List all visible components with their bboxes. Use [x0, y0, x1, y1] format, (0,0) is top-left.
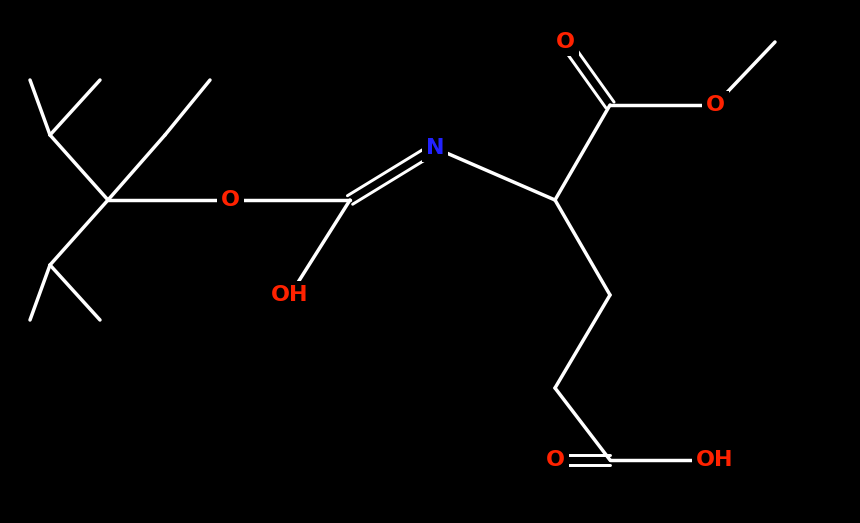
Text: O: O — [545, 450, 564, 470]
Text: OH: OH — [697, 450, 734, 470]
Text: O: O — [705, 95, 724, 115]
Text: O: O — [556, 32, 574, 52]
Text: OH: OH — [271, 285, 309, 305]
Text: N: N — [426, 138, 445, 158]
Text: O: O — [220, 190, 239, 210]
